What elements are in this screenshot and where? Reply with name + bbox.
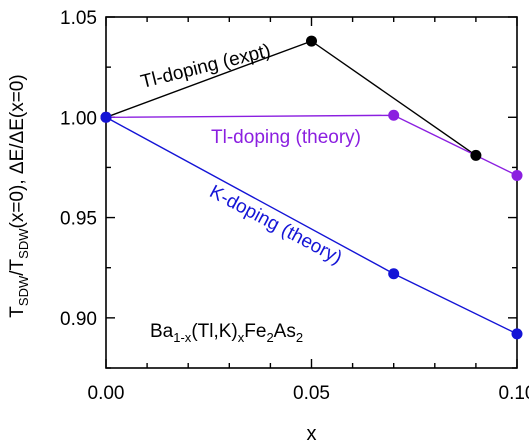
data-point [511, 328, 523, 340]
series-group [100, 35, 523, 340]
y-axis-label: TSDW/TSDW(x=0), ΔE/ΔE(x=0) [7, 74, 31, 317]
text-segment: Fe [244, 321, 266, 342]
series-line [105, 116, 518, 335]
data-point [388, 109, 400, 121]
axis-ticks [105, 16, 518, 369]
subscript-text: 2 [266, 330, 273, 345]
x-tick-label: 0.00 [88, 383, 125, 404]
text-segment: Ba [150, 321, 174, 342]
text-segment: /T [7, 258, 28, 275]
text-segment: (x=0), ΔE/ΔE(x=0) [7, 74, 28, 228]
y-tick-labels: 0.90 0.95 1.00 1.05 [60, 8, 97, 330]
series-label: Tl-doping (expt) [139, 40, 273, 93]
y-tick-label: 0.95 [60, 209, 97, 230]
y-tick-label: 1.00 [60, 108, 97, 129]
x-tick-label: 0.10 [499, 383, 529, 404]
text-segment: (Tl,K) [191, 321, 237, 342]
series-labels: Tl-doping (expt) Tl-doping (theory) K-dopi… [139, 40, 361, 268]
y-tick-label: 0.90 [60, 309, 97, 330]
data-point [470, 149, 482, 161]
text-segment: T [7, 306, 28, 318]
subscript-text: 2 [296, 330, 303, 345]
x-tick-labels: 0.00 0.05 0.10 [88, 383, 529, 404]
subscript-text: SDW [16, 228, 31, 259]
data-point [511, 169, 523, 181]
subscript-text: SDW [16, 275, 31, 306]
subscript-text: 1-x [173, 330, 192, 345]
data-point [100, 111, 112, 123]
series-label: K-doping (theory) [206, 181, 345, 268]
x-tick-label: 0.05 [293, 383, 330, 404]
data-point [388, 268, 400, 280]
series-label: Tl-doping (theory) [211, 127, 361, 148]
text-segment: As [274, 321, 296, 342]
data-point [306, 35, 317, 47]
x-axis-label: x [307, 423, 317, 445]
subscript-text: x [238, 330, 245, 345]
y-tick-label: 1.05 [60, 8, 97, 29]
formula-annotation: Ba1-x(Tl,K)xFe2As2 [150, 321, 303, 345]
